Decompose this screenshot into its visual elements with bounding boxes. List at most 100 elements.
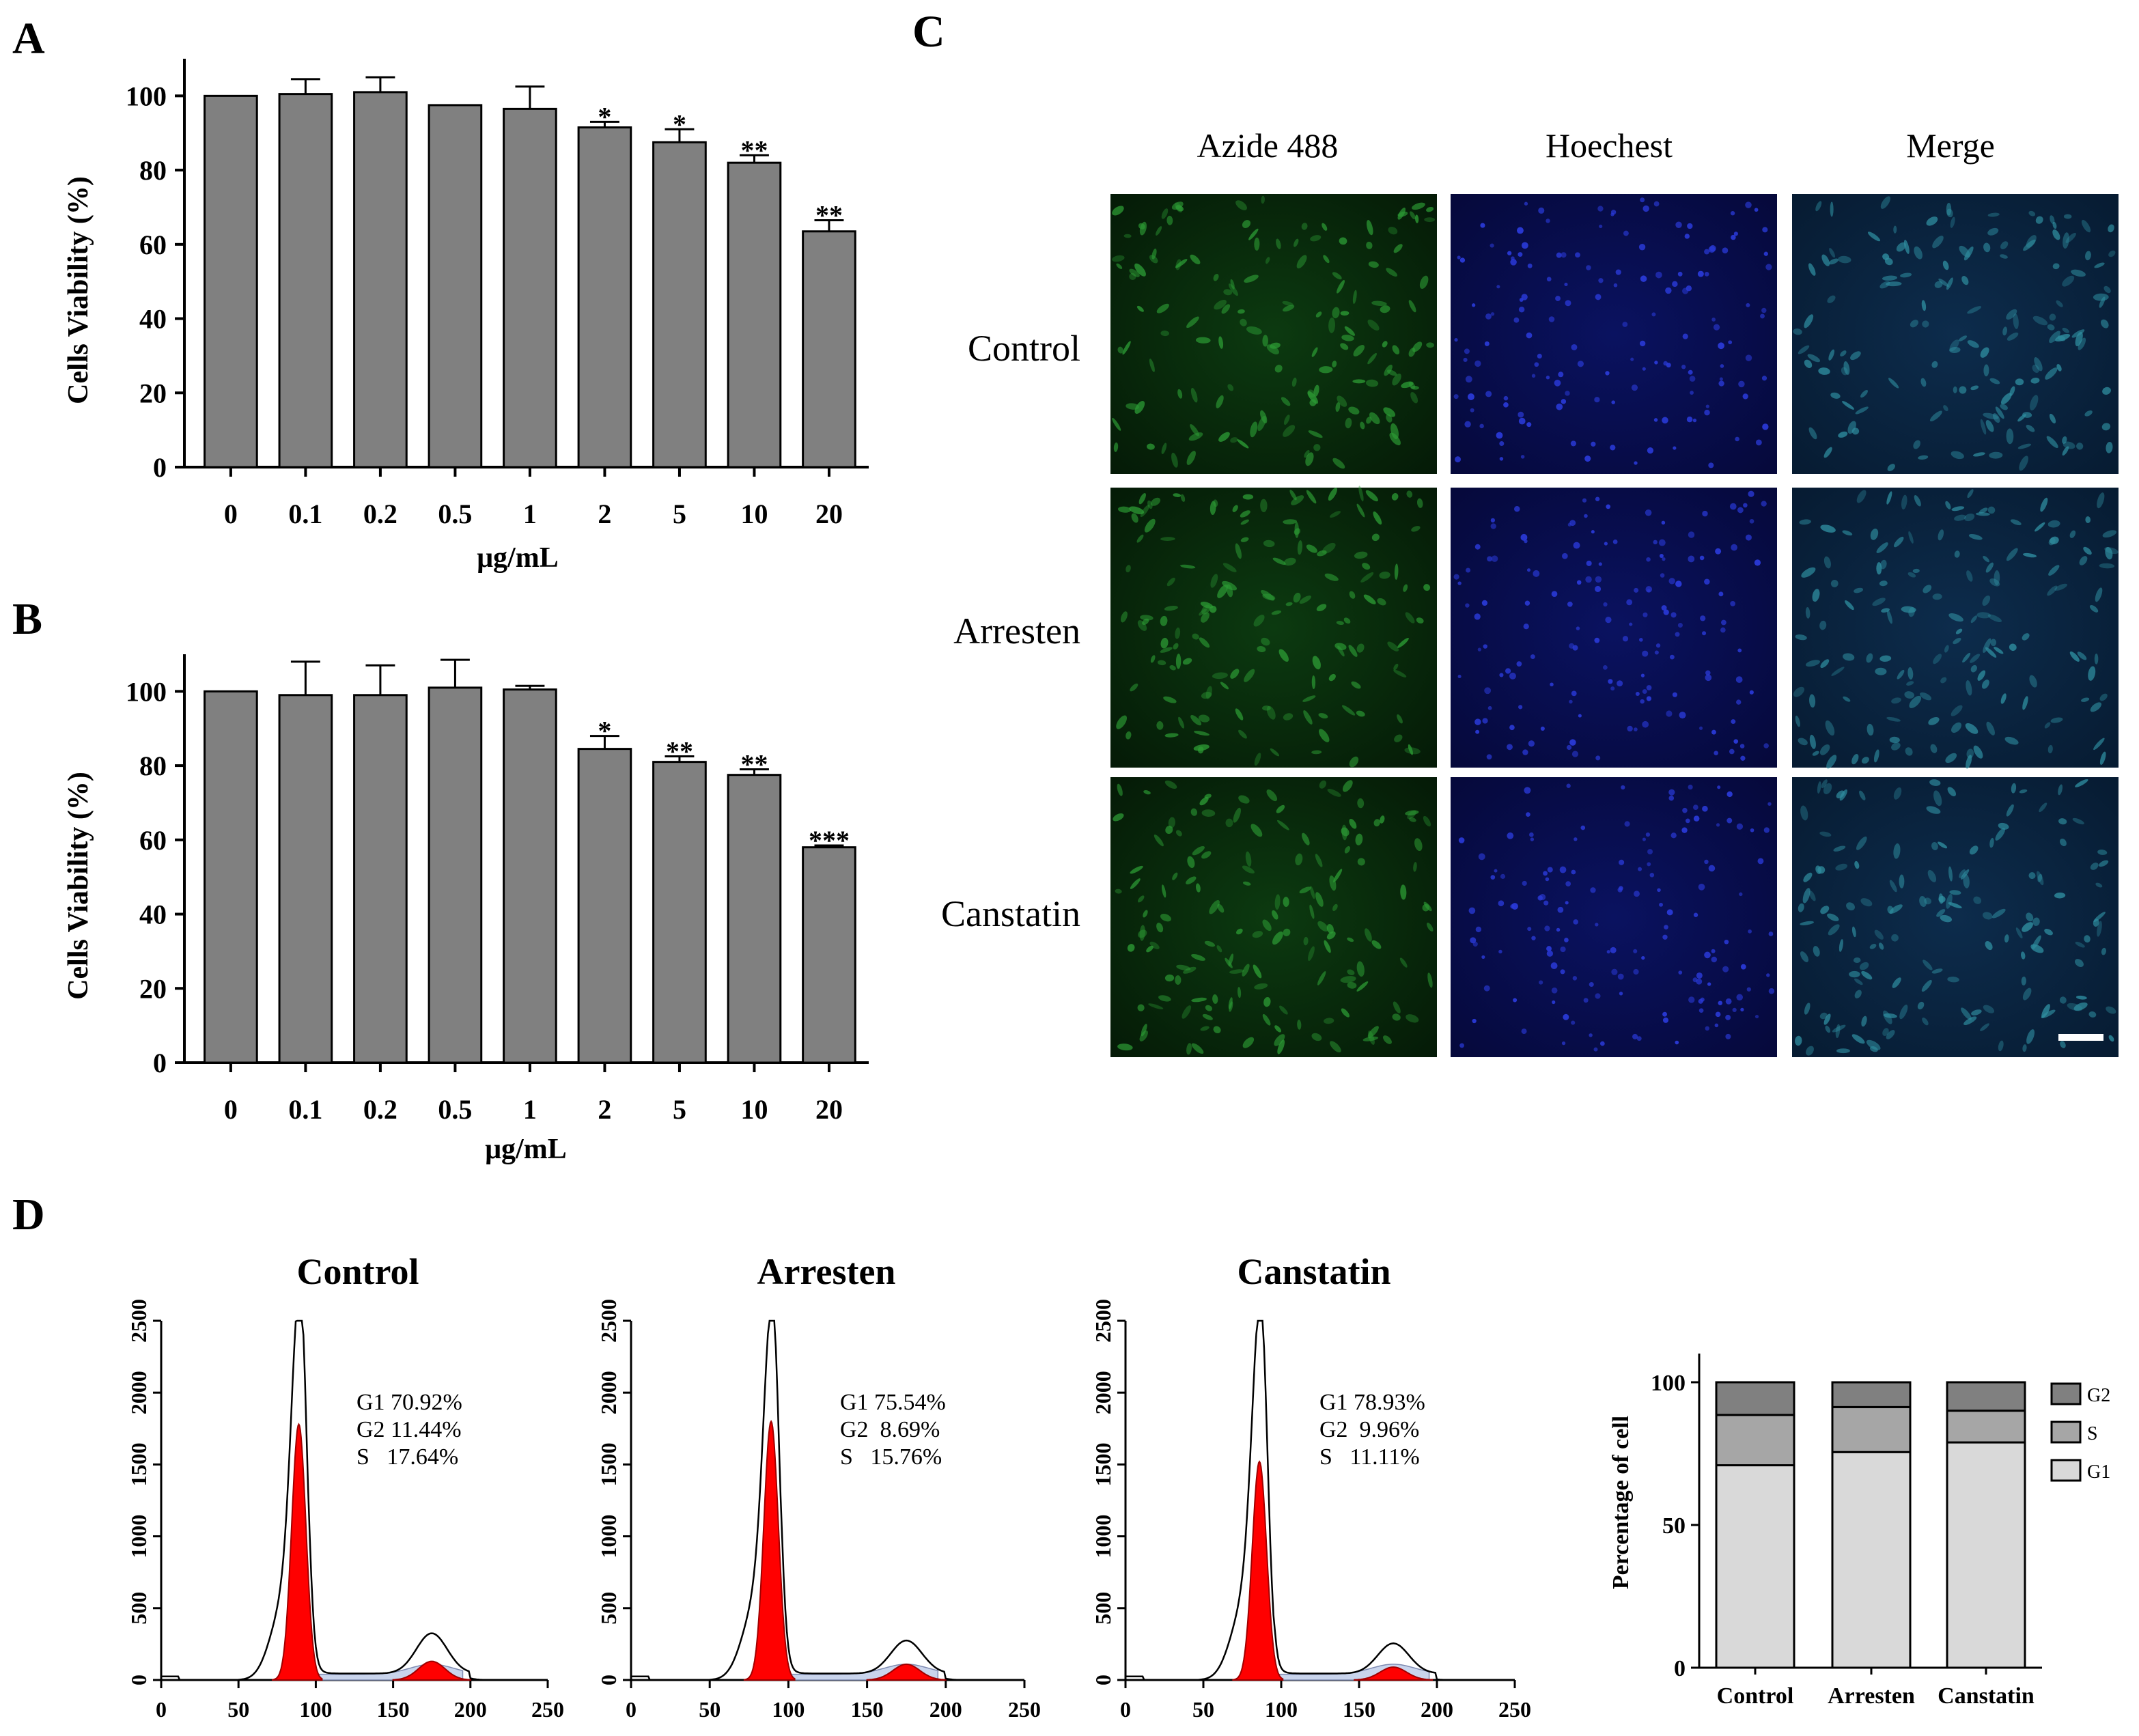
x-tick-label: 0.1 [288,499,322,529]
y-tick-label: 2000 [596,1371,621,1414]
x-tick-label: 200 [1421,1697,1453,1722]
y-tick-label: 2000 [1091,1371,1115,1414]
column-label-hoechest: Hoechest [1546,126,1673,165]
y-tick-label: 0 [1674,1656,1686,1681]
micrograph-control-hoechest [1451,194,1777,474]
panel-label-c: C [912,7,945,57]
histogram-title: Canstatin [1237,1251,1390,1292]
stack-segment-g2 [1831,1381,1912,1408]
bar [428,104,483,468]
y-tick-label: 2000 [126,1371,151,1414]
micrograph-canstatin-merge [1792,777,2119,1057]
bar [503,107,557,468]
bar [428,686,483,1064]
x-tick-label: 1 [523,1094,537,1125]
bar [204,94,258,468]
histogram-title: Control [296,1251,419,1292]
x-tick-label: 10 [740,1094,768,1125]
stack-segment-g2 [1946,1381,2026,1412]
x-tick-label: 10 [740,499,768,529]
stack-segment-g2 [1715,1381,1795,1416]
x-tick-label: 0 [1120,1697,1131,1722]
legend-swatch-g1 [2050,1459,2082,1482]
legend-label: G1 [2087,1461,2110,1483]
y-tick-label: 2500 [596,1299,621,1343]
bar [802,230,856,468]
significance-marker: ** [666,736,693,767]
histogram-envelope [1126,1319,1515,1681]
g1-peak-fill [743,1420,796,1681]
y-tick-label: 0 [153,452,167,483]
stack-segment-s [1715,1414,1795,1467]
x-tick-label: 2 [598,499,611,529]
stack-segment-g1 [1831,1451,1912,1669]
column-label-azide: Azide 488 [1197,126,1339,165]
x-tick-label: 150 [377,1697,410,1722]
g2-peak-fill [392,1660,471,1681]
y-tick-label: 100 [126,676,167,707]
micrograph-canstatin-azide [1110,777,1437,1057]
x-tick-label: 50 [1192,1697,1214,1722]
panel-label-d: D [12,1190,45,1240]
micrograph-arresten-azide [1110,486,1437,768]
x-tick-label: 5 [673,1094,686,1125]
panel-label-b: B [12,594,42,644]
x-tick-label: 0.5 [438,499,472,529]
x-tick-label: 0 [626,1697,637,1722]
micrograph-control-merge [1792,194,2119,474]
annotation-line-1: G1 75.54% [840,1390,946,1415]
y-tick-label: 100 [1651,1371,1686,1396]
g2-peak-fill [1354,1666,1434,1681]
y-tick-label: 0 [1091,1675,1115,1685]
x-tick-label: 100 [299,1697,332,1722]
y-tick-label: 20 [139,378,167,408]
y-tick-label: 100 [126,81,167,111]
histogram-canstatin: Canstatin G1 78.93% G2 9.96% S 11.11% 0 5… [1091,1251,1531,1722]
stacked-bar-chart: 0 50 100 Control Arresten Canstatin G2 S G1 Pe… [1608,1354,2110,1709]
y-tick-label: 2500 [126,1299,151,1343]
y-tick-label: 60 [139,825,167,856]
significance-marker: * [598,716,611,746]
y-tick-label: 20 [139,973,167,1004]
y-tick-label: 80 [139,155,167,186]
annotation-line-3: S 15.76% [840,1444,942,1470]
y-tick-label: 1000 [1091,1515,1115,1558]
bar [204,690,258,1064]
stack-segment-s [1831,1405,1912,1453]
bar [278,93,333,468]
x-tick-label: 100 [1265,1697,1298,1722]
legend-label: S [2087,1423,2098,1444]
y-axis-label: Cells Viability (%) [63,176,94,404]
x-tick-label: 150 [1343,1697,1375,1722]
x-tick-label: 0.1 [288,1094,322,1125]
y-tick-label: 1500 [596,1442,621,1486]
histogram-envelope [161,1319,548,1681]
x-tick-label: 200 [929,1697,962,1722]
bar [727,774,782,1064]
bar [727,161,782,468]
y-tick-label: 80 [139,751,167,781]
y-tick-label: 0 [126,1675,151,1685]
micrograph-panel: Azide 488 Hoechest Merge Control Arreste… [941,126,2119,1057]
row-label-canstatin: Canstatin [941,893,1080,934]
scale-bar [2058,1034,2103,1041]
x-tick-label: 250 [1498,1697,1531,1722]
x-tick-label: 0 [224,1094,238,1125]
legend-label: G2 [2087,1385,2110,1406]
x-tick-label: 5 [673,499,686,529]
x-tick-label: 20 [815,1094,843,1125]
y-tick-label: 60 [139,229,167,260]
significance-marker: ** [740,135,768,165]
x-tick-label: 250 [1008,1697,1041,1722]
stack-segment-g1 [1715,1464,1795,1669]
bar [353,694,408,1064]
x-tick-label: 0.5 [438,1094,472,1125]
x-tick-label: 1 [523,499,537,529]
y-tick-label: 500 [1091,1592,1115,1625]
y-tick-label: 1000 [596,1515,621,1558]
significance-marker: ** [740,749,768,780]
significance-marker: ** [815,199,843,230]
y-tick-label: 1000 [126,1515,151,1558]
